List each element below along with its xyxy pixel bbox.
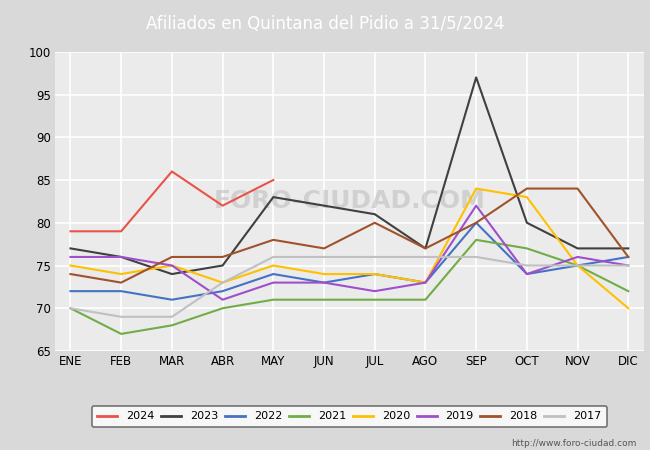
Legend: 2024, 2023, 2022, 2021, 2020, 2019, 2018, 2017: 2024, 2023, 2022, 2021, 2020, 2019, 2018… xyxy=(92,406,607,427)
Text: FORO-CIUDAD.COM: FORO-CIUDAD.COM xyxy=(213,189,486,213)
Text: Afiliados en Quintana del Pidio a 31/5/2024: Afiliados en Quintana del Pidio a 31/5/2… xyxy=(146,14,504,33)
Text: http://www.foro-ciudad.com: http://www.foro-ciudad.com xyxy=(512,439,637,448)
